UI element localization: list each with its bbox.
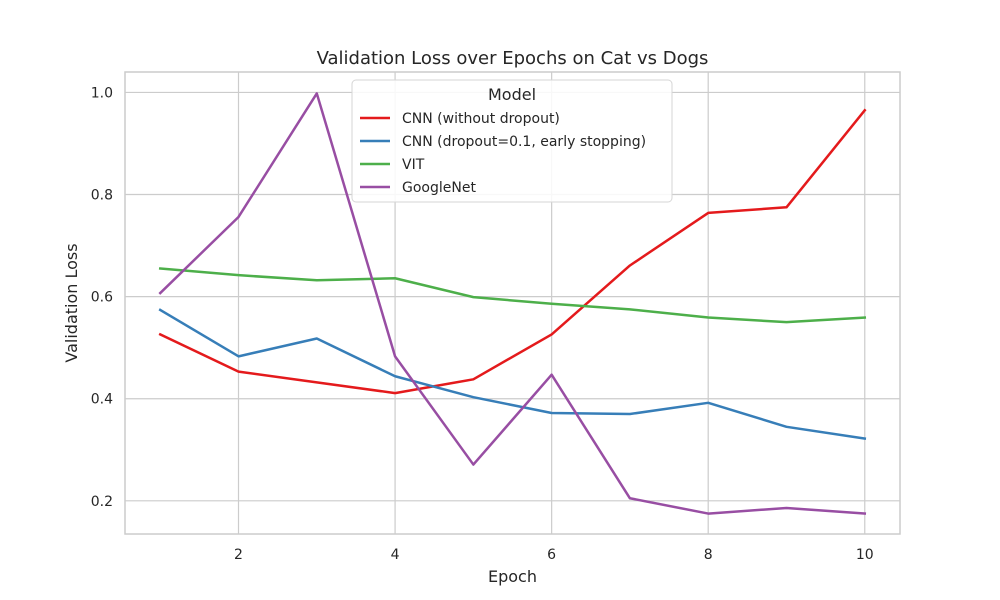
x-tick-label: 8 (704, 547, 713, 563)
y-tick-label: 0.4 (91, 392, 113, 408)
x-axis-title: Epoch (488, 567, 537, 586)
chart-title: Validation Loss over Epochs on Cat vs Do… (317, 48, 709, 69)
legend-label-4: GoogleNet (402, 180, 476, 196)
y-tick-label: 1.0 (91, 85, 113, 101)
legend-title: Model (488, 85, 536, 104)
x-tick-label: 2 (234, 547, 243, 563)
series-line-4 (158, 92, 867, 515)
plot-frame (124, 71, 901, 535)
y-tick-label: 0.8 (91, 188, 113, 204)
x-tick-label: 10 (856, 547, 874, 563)
series-line-2 (158, 308, 867, 440)
series-line-1 (158, 108, 867, 395)
series-line-3 (158, 267, 867, 324)
y-tick-label: 0.6 (91, 290, 113, 306)
legend-label-1: CNN (without dropout) (402, 111, 560, 127)
y-axis-title: Validation Loss (62, 243, 81, 362)
legend-box (351, 79, 673, 203)
legend-label-3: VIT (402, 157, 425, 173)
y-tick-label: 0.2 (91, 494, 113, 510)
x-tick-label: 6 (547, 547, 556, 563)
legend-label-2: CNN (dropout=0.1, early stopping) (402, 134, 646, 150)
x-tick-label: 4 (391, 547, 400, 563)
